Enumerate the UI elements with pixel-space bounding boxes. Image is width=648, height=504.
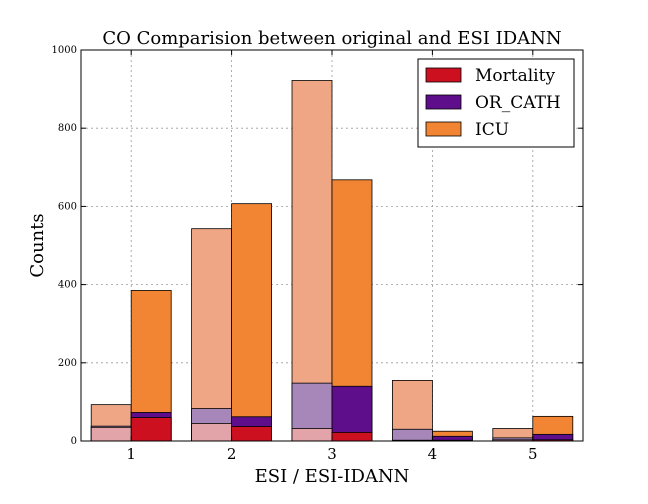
bar-esi-idann-mortality: [130, 417, 172, 442]
x-tick-label: 5: [528, 445, 538, 463]
bar-esi-mortality: [291, 428, 333, 442]
x-tick-label: 4: [428, 445, 438, 463]
chart-title: CO Comparision between original and ESI …: [102, 28, 561, 49]
y-tick-label: 1000: [52, 45, 77, 56]
x-tick-label: 3: [327, 445, 337, 463]
bar-esi-icu: [191, 228, 233, 442]
bar-esi-idann-mortality: [331, 431, 373, 442]
y-tick-label: 600: [58, 201, 77, 212]
bar-esi-icu: [291, 80, 333, 442]
bar-esi-mortality: [191, 423, 233, 442]
y-tick-label: 0: [71, 436, 77, 447]
bar-esi-idann-or-cath: [331, 385, 373, 442]
legend-label: ICU: [475, 120, 509, 140]
y-axis-label: Counts: [27, 213, 48, 277]
y-tick-label: 400: [58, 280, 77, 291]
legend-swatch: [425, 67, 462, 83]
legend-swatch: [425, 94, 462, 110]
y-tick-label: 800: [58, 123, 77, 134]
ticks: 0 200 400 600 800 1000 1 2 3 4 5: [52, 45, 583, 463]
bar-esi-idann-icu: [231, 203, 273, 442]
legend-swatch: [425, 121, 462, 137]
bars: [90, 80, 574, 442]
y-tick-label: 200: [58, 358, 77, 369]
x-tick-label: 2: [227, 445, 237, 463]
legend: Mortality OR_CATH ICU: [417, 58, 575, 148]
bar-esi-idann-mortality: [231, 426, 273, 442]
legend-label: Mortality: [475, 66, 555, 86]
bar-esi-or-cath: [391, 428, 433, 442]
bar-esi-mortality: [90, 426, 132, 442]
legend-label: OR_CATH: [475, 93, 561, 113]
x-tick-label: 1: [126, 445, 136, 463]
x-axis-label: ESI / ESI-IDANN: [255, 466, 410, 487]
